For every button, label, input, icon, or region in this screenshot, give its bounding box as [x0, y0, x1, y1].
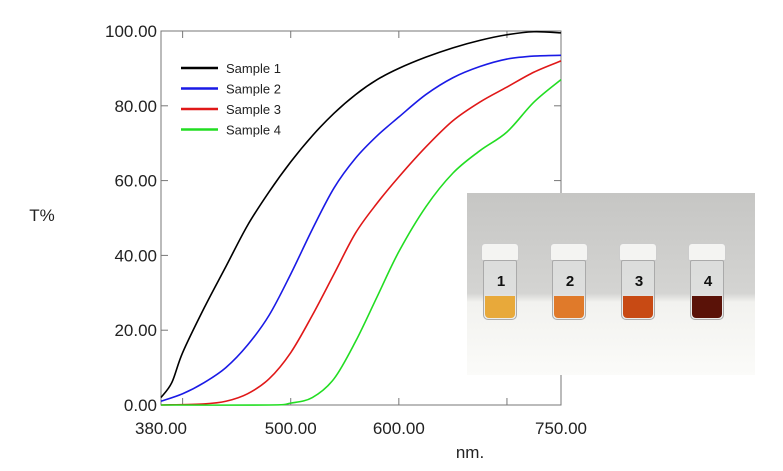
sample-vials-photo: 1 2 3 4: [467, 193, 755, 375]
y-tick-label: 60.00: [114, 172, 157, 191]
vial-3: 3: [619, 243, 657, 323]
series-line-sample-3: [160, 60, 562, 406]
vial-cap: [550, 243, 588, 261]
legend-label: Sample 1: [226, 61, 281, 76]
vial-1: 1: [481, 243, 519, 323]
vial-glass: 2: [552, 260, 586, 320]
vial-cap: [688, 243, 726, 261]
legend-label: Sample 3: [226, 102, 281, 117]
vial-liquid: [554, 296, 584, 318]
vial-glass: 4: [690, 260, 724, 320]
x-tick-label: 500.00: [265, 419, 317, 438]
series-line-sample-1: [160, 30, 562, 399]
y-tick-label: 20.00: [114, 321, 157, 340]
vial-number: 3: [634, 273, 644, 290]
y-tick-label: 0.00: [124, 396, 157, 415]
x-axis-label: nm.: [456, 443, 484, 462]
vial-number: 1: [496, 273, 506, 290]
vial-liquid: [485, 296, 515, 318]
y-tick-label: 80.00: [114, 97, 157, 116]
y-axis-label: T%: [29, 206, 55, 225]
vial-cap: [619, 243, 657, 261]
legend-label: Sample 2: [226, 82, 281, 97]
legend-label: Sample 4: [226, 123, 281, 138]
x-tick-label: 750.00: [535, 419, 587, 438]
vial-cap: [481, 243, 519, 261]
vial-number: 2: [565, 273, 575, 290]
series-line-sample-2: [160, 54, 562, 403]
x-tick-label: 380.00: [135, 419, 187, 438]
vial-2: 2: [550, 243, 588, 323]
vial-liquid: [692, 296, 722, 318]
vial-4: 4: [688, 243, 726, 323]
vial-glass: 3: [621, 260, 655, 320]
vial-number: 4: [703, 273, 713, 290]
y-tick-label: 40.00: [114, 246, 157, 265]
y-tick-label: 100.00: [105, 22, 157, 41]
vial-glass: 1: [483, 260, 517, 320]
series-line-sample-4: [160, 79, 562, 406]
vial-liquid: [623, 296, 653, 318]
x-tick-label: 600.00: [373, 419, 425, 438]
